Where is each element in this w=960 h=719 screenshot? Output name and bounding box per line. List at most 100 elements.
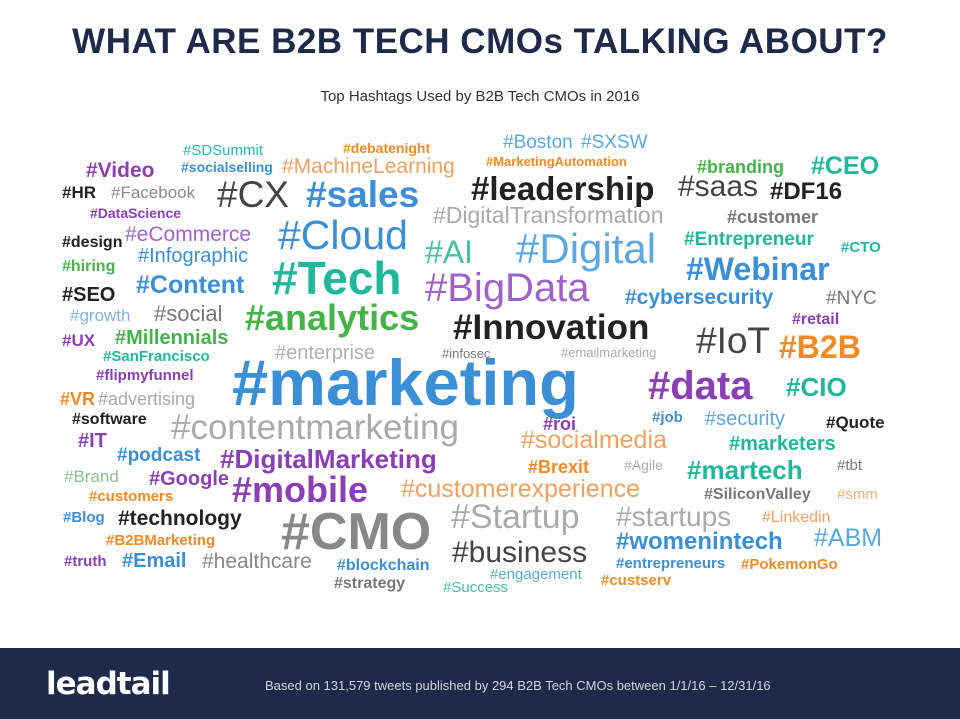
hashtag-business: #business [452,536,588,569]
hashtag-cto: #CTO [841,239,881,256]
hashtag-ceo: #CEO [811,152,880,180]
hashtag-truth: #truth [64,553,107,570]
hashtag-enterprise: #enterprise [275,342,376,364]
hashtag-content: #Content [136,271,245,299]
hashtag-success: #Success [443,579,509,596]
hashtag-iot: #IoT [696,320,771,361]
hashtag-roi: #roi [543,414,577,434]
hashtag-video: #Video [86,159,155,182]
hashtag-blog: #Blog [63,509,105,526]
hashtag-custserv: #custserv [601,572,672,589]
hashtag-datascience: #DataScience [90,205,182,221]
hashtag-emailmarketing: #emailmarketing [561,345,657,360]
hashtag-technology: #technology [118,507,242,530]
hashtag-startups: #startups [616,501,732,532]
hashtag-sdsummit: #SDSummit [183,142,264,159]
hashtag-cybersecurity: #cybersecurity [625,286,774,309]
hashtag-cloud: #Cloud [278,212,408,258]
hashtag-branding: #branding [697,157,785,177]
hashtag-ux: #UX [62,331,96,350]
hashtag-bigdata: #BigData [425,266,590,310]
hashtag-brand: #Brand [64,467,119,486]
hashtag-facebook: #Facebook [111,183,196,202]
hashtag-marketers: #marketers [729,433,836,455]
hashtag-ai: #AI [425,234,474,270]
hashtag-email: #Email [122,550,187,572]
hashtag-analytics: #analytics [245,297,420,338]
hashtag-mobile: #mobile [232,469,369,510]
hashtag-engagement: #engagement [490,566,582,583]
hashtag-advertising: #advertising [98,389,196,409]
hashtag-womenintech: #womenintech [616,528,783,555]
hashtag-security: #security [705,408,786,430]
hashtag-design: #design [62,234,123,251]
hashtag-podcast: #podcast [117,445,201,466]
hashtag-customer: #customer [727,207,819,227]
hashtag-saas: #saas [678,170,759,203]
page-title: WHAT ARE B2B TECH CMOs TALKING ABOUT? [72,22,888,61]
hashtag-infosec: #infosec [442,346,491,361]
hashtag-social: #social [154,301,223,326]
hashtag-entrepreneurs: #entrepreneurs [616,555,726,572]
hashtag-siliconvalley: #SiliconValley [704,486,811,503]
hashtag-customerexperience: #customerexperience [401,475,641,503]
hashtag-blockchain: #blockchain [337,557,430,574]
hashtag-b2b: #B2B [779,329,861,365]
hashtag-growth: #growth [70,306,131,325]
hashtag-socialmedia: #socialmedia [521,426,667,454]
hashtag-brexit: #Brexit [528,457,590,477]
footer-bar: leadtail Based on 131,579 tweets publish… [0,648,960,719]
hashtag-customers: #customers [89,488,174,505]
hashtag-tbt: #tbt [837,457,863,474]
hashtag-data: #data [648,364,753,408]
hashtag-socialselling: #socialselling [181,159,273,175]
hashtag-vr: #VR [60,389,96,409]
hashtag-sxsw: #SXSW [581,132,648,153]
hashtag-digitaltransformation: #DigitalTransformation [433,202,664,228]
hashtag-b2bmarketing: #B2BMarketing [106,532,216,549]
hashtag-millennials: #Millennials [115,327,229,349]
hashtag-pokemongo: #PokemonGo [741,556,838,573]
hashtag-innovation: #Innovation [453,308,650,347]
hashtag-machinelearning: #MachineLearning [282,155,455,178]
hashtag-agile: #Agile [624,457,663,473]
hashtag-boston: #Boston [503,132,573,153]
hashtag-retail: #retail [792,311,840,328]
hashtag-entrepreneur: #Entrepreneur [684,229,814,250]
page-subtitle: Top Hashtags Used by B2B Tech CMOs in 20… [320,88,640,105]
footnote: Based on 131,579 tweets published by 294… [265,678,771,693]
hashtag-leadership: #leadership [471,170,655,207]
hashtag-hiring: #hiring [62,258,116,275]
hashtag-seo: #SEO [62,284,116,306]
hashtag-digitalmarketing: #DigitalMarketing [220,444,437,474]
hashtag-digital: #Digital [516,225,657,272]
hashtag-sales: #sales [306,174,420,215]
hashtag-word-cloud: #SDSummit #debatenight #Boston #SXSW #Video #… [60,132,885,596]
hashtag-sanfrancisco: #SanFrancisco [103,348,210,365]
hashtag-linkedin: #Linkedin [762,509,831,526]
hashtag-nyc: #NYC [826,288,877,309]
hashtag-martech: #martech [687,455,803,485]
hashtag-it: #IT [78,430,107,452]
hashtag-quote: #Quote [826,413,885,432]
hashtag-tech: #Tech [272,252,402,304]
hashtag-abm: #ABM [814,524,883,552]
hashtag-startup: #Startup [451,498,580,536]
hashtag-job: #job [652,409,683,426]
hashtag-debatenight: #debatenight [343,140,431,156]
hashtag-software: #software [72,411,147,428]
hashtag-flipmyfunnel: #flipmyfunnel [96,367,194,384]
hashtag-df16: #DF16 [770,178,843,205]
hashtag-marketing: #marketing [232,346,579,419]
hashtag-cx: #CX [217,174,289,215]
hashtag-google: #Google [149,468,230,490]
hashtag-cio: #CIO [786,372,847,402]
hashtag-smm: #smm [837,486,878,503]
hashtag-strategy: #strategy [334,575,406,592]
hashtag-hr: #HR [62,183,97,202]
hashtag-cmo: #CMO [281,503,432,561]
hashtag-marketingautomation: #MarketingAutomation [486,154,627,169]
hashtag-ecommerce: #eCommerce [125,223,252,246]
hashtag-contentmarketing: #contentmarketing [171,408,459,447]
leadtail-logo: leadtail [46,666,171,702]
